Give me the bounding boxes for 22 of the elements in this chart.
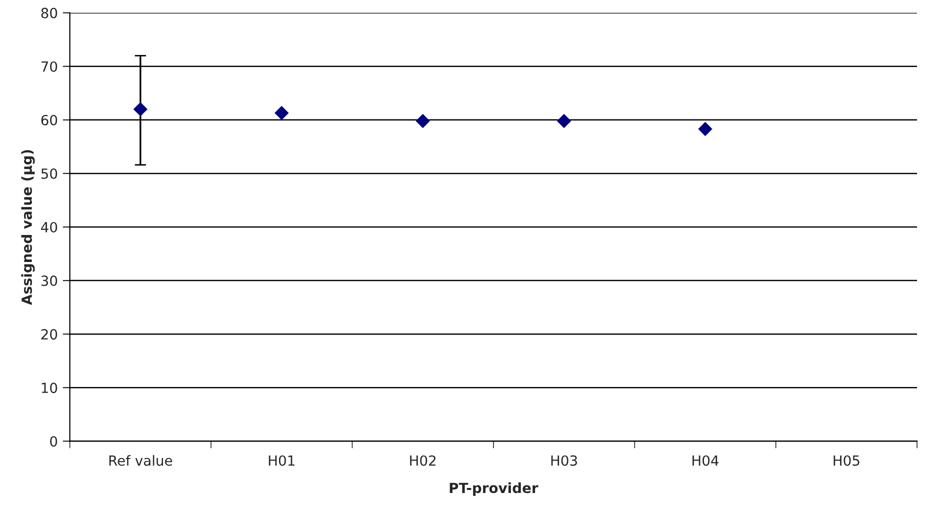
y-tick-label: 60 [41, 114, 58, 126]
point [274, 106, 289, 120]
x-tick-label: H01 [268, 455, 294, 466]
point [416, 114, 430, 128]
y-tick-label: 50 [41, 168, 58, 179]
point [698, 122, 712, 136]
x-tick-label: H02 [410, 455, 436, 466]
y-tick-label: 10 [42, 382, 58, 394]
x-tick-label: H03 [551, 455, 577, 466]
x-axis-title: PT-provider [450, 482, 538, 496]
y-axis-title: Assigned value (µg) [21, 150, 35, 306]
x-tick-label: Ref value [109, 455, 172, 466]
x-tick-label: H04 [692, 455, 719, 466]
y-tick-label: 30 [41, 276, 58, 286]
y-tick-label: 40 [41, 222, 58, 232]
point [557, 114, 571, 128]
y-tick-label: 70 [41, 61, 58, 72]
y-tick-label: 0 [50, 436, 58, 447]
y-tick-label: 80 [41, 8, 58, 18]
y-tick-label: 20 [41, 329, 58, 340]
point [133, 102, 148, 116]
x-tick-label: H05 [834, 455, 860, 466]
